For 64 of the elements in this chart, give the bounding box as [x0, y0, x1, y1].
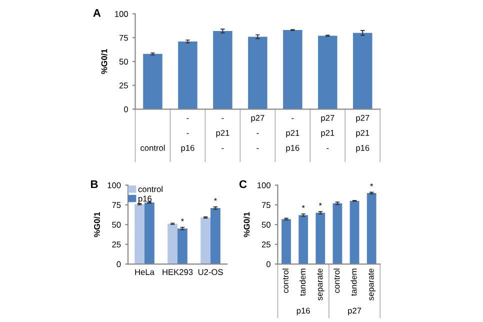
x-tick-label: tandem	[350, 268, 357, 296]
x-tick-label: HeLa	[135, 269, 154, 276]
chart-title: A	[93, 9, 101, 17]
data-label: *	[302, 205, 305, 208]
y-tick-label: 50	[262, 222, 270, 228]
x-tick-label: U2-OS	[198, 269, 223, 276]
data-label: *	[318, 202, 322, 206]
y-tick-label: 75	[262, 202, 270, 208]
bar	[353, 32, 372, 110]
y-tick-label: 100	[258, 182, 270, 188]
x-tick-label: separate	[368, 268, 376, 300]
bar	[178, 228, 188, 264]
data-label: *	[370, 183, 374, 186]
chart-title: C	[239, 180, 247, 188]
bar	[248, 36, 268, 110]
bar	[282, 219, 291, 264]
bar	[200, 217, 211, 264]
data-label: *	[214, 198, 217, 201]
bar	[143, 54, 162, 110]
bar	[144, 202, 154, 264]
y-tick-label: 0	[266, 261, 270, 268]
y-axis-title: %G0/1	[94, 212, 100, 238]
x-tick-label: p27 p21 p16	[356, 114, 370, 153]
bar	[283, 30, 302, 110]
y-tick-label: 75	[112, 202, 121, 208]
y-tick-label: 0	[116, 261, 121, 268]
chart-title: B	[91, 180, 98, 188]
bar	[298, 215, 308, 264]
bar	[316, 212, 326, 264]
bar	[350, 200, 360, 264]
category-label: p27 - -	[251, 114, 264, 149]
x-tick-label: tandem	[299, 268, 306, 296]
category-label: - p21 -	[216, 118, 230, 149]
y-axis-title: %G0/1	[244, 212, 250, 238]
category-label: - - p16	[181, 118, 194, 153]
y-axis-title: %G0/1	[101, 48, 108, 74]
category-label: p27 p21 -	[321, 114, 334, 149]
bar	[366, 193, 376, 264]
bar	[210, 208, 220, 264]
y-tick-label: 50	[119, 58, 128, 65]
y-tick-label: 25	[262, 242, 270, 248]
text: p27	[348, 308, 362, 316]
y-tick-label: 25	[119, 82, 128, 88]
bar	[318, 36, 338, 110]
x-tick-label: control	[334, 268, 340, 293]
bar	[168, 224, 178, 264]
x-tick-label: control	[282, 268, 288, 293]
x-tick-label: HEK293	[162, 269, 193, 276]
bar	[332, 203, 342, 264]
y-tick-label: 25	[112, 242, 121, 248]
y-tick-label: 0	[124, 106, 128, 112]
bar	[178, 41, 198, 110]
legend-label: p16	[138, 196, 152, 204]
data-label: *	[180, 218, 184, 222]
y-tick-label: 50	[112, 222, 121, 228]
y-tick-label: 75	[119, 34, 128, 41]
text: p16	[296, 308, 310, 316]
bar	[134, 204, 144, 264]
bar	[213, 31, 232, 110]
y-tick-label: 100	[115, 11, 128, 17]
legend-label: control	[138, 186, 162, 192]
category-label: - p21 p16	[286, 118, 300, 153]
y-tick-label: 100	[108, 182, 121, 188]
x-tick-label: separate	[317, 268, 324, 300]
